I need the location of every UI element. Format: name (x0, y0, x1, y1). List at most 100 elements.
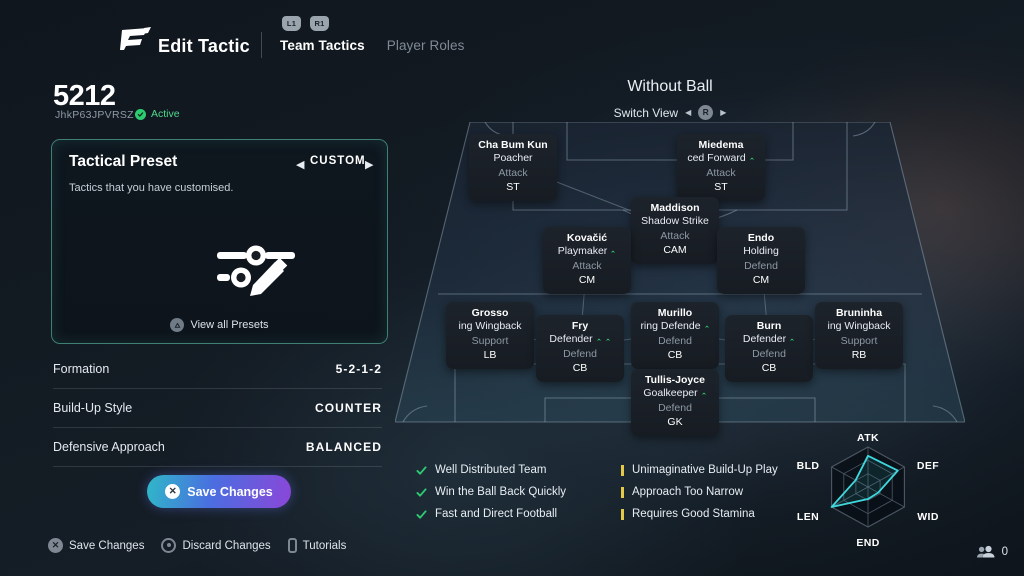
strength-row: Fast and Direct Football (416, 503, 566, 525)
preset-title: Tactical Preset (69, 153, 178, 170)
strength-label: Fast and Direct Football (435, 508, 558, 520)
check-icon (416, 487, 427, 497)
footer-action-label: Discard Changes (182, 539, 271, 552)
setting-value: 5-2-1-2 (335, 362, 382, 376)
chevron-left-icon[interactable]: ◀ (685, 108, 692, 117)
strengths-list: Well Distributed Team Win the Ball Back Q… (416, 459, 566, 525)
player-position: ST (714, 180, 728, 193)
setting-row-formation[interactable]: Formation 5-2-1-2 (53, 350, 382, 389)
tab-team-tactics[interactable]: Team Tactics (280, 38, 365, 53)
radar-axis-label-atk: ATK (856, 432, 879, 444)
player-role-line: Poacher (471, 152, 555, 166)
setting-row-defensive-approach[interactable]: Defensive Approach BALANCED (53, 428, 382, 467)
tactical-preset-card: Tactical Preset ◀ CUSTOM ▶ Tactics that … (51, 139, 388, 344)
player-card[interactable]: Kovačić Playmaker Attack CM (543, 227, 631, 294)
pitch-formation-view: Cha Bum Kun Poacher Attack ST Miedema ced For… (395, 122, 965, 436)
bumper-r1: R1 (310, 16, 329, 31)
preset-description: Tactics that you have customised. (69, 182, 234, 194)
player-card[interactable]: Miedema ced Forward Attack ST (677, 134, 765, 201)
status-badge: Active (135, 108, 180, 120)
player-card[interactable]: Grosso ing Wingback Support LB (446, 302, 534, 369)
player-role: ring Defende (640, 320, 701, 333)
players-icon (976, 545, 995, 558)
player-card[interactable]: Tullis-Joyce Goalkeeper Defend GK (631, 369, 719, 436)
player-card[interactable]: Fry Defender Defend CB (536, 315, 624, 382)
player-role-line: Defender (538, 333, 622, 347)
chevron-right-icon[interactable]: ▶ (720, 108, 727, 117)
tactics-radar-chart: ATK DEF WID END LEN BLD (788, 428, 948, 549)
role-chevron-icon (789, 338, 795, 341)
player-role: Playmaker (557, 245, 608, 258)
player-card[interactable]: Bruninha ing Wingback Support RB (815, 302, 903, 369)
player-role-line: Shadow Strike (633, 215, 717, 229)
radar-axis-label-bld: BLD (796, 460, 820, 472)
player-card[interactable]: Endo Holding Defend CM (717, 227, 805, 294)
tactic-code: JhkP63JPVRSZ (55, 109, 134, 121)
setting-row-build-up-style[interactable]: Build-Up Style COUNTER (53, 389, 382, 428)
save-changes-label: Save Changes (187, 484, 273, 499)
pitch-title: Without Ball (627, 78, 713, 95)
player-focus: Defend (658, 334, 692, 347)
weakness-label: Requires Good Stamina (632, 508, 755, 520)
player-position: CAM (663, 243, 687, 256)
player-role-line: ing Wingback (817, 320, 901, 334)
player-card[interactable]: Burn Defender Defend CB (725, 315, 813, 382)
player-card[interactable]: Cha Bum Kun Poacher Attack ST (469, 134, 557, 201)
switch-view-control[interactable]: Switch View ◀ R ▶ (410, 105, 930, 120)
weakness-row: Requires Good Stamina (617, 503, 778, 525)
weakness-label: Unimaginative Build-Up Play (632, 464, 778, 476)
role-chevron-icon (701, 392, 706, 395)
role-chevron-icon (605, 338, 610, 341)
player-card[interactable]: Maddison Shadow Strike Attack CAM (631, 197, 719, 264)
bumper-l1: L1 (282, 16, 301, 31)
radar-axis-line (831, 466, 869, 488)
player-role-line: ced Forward (679, 152, 763, 166)
status-label: Active (151, 108, 180, 120)
player-position: CB (667, 348, 683, 361)
weaknesses-list: Unimaginative Build-Up Play Approach Too … (617, 459, 778, 525)
strength-label: Well Distributed Team (435, 464, 547, 476)
cross-button-icon: ✕ (165, 484, 181, 499)
strength-row: Well Distributed Team (416, 459, 566, 481)
setting-value: BALANCED (305, 440, 382, 454)
tab-player-roles[interactable]: Player Roles (386, 38, 465, 53)
footer-action-bar: ✕ Save Changes Discard Changes Tutorials (48, 538, 346, 553)
footer-action-label: Tutorials (302, 539, 347, 552)
player-name: Bruninha (835, 307, 883, 319)
radar-axis-label-def: DEF (916, 460, 940, 472)
save-changes-button[interactable]: ✕ Save Changes (147, 475, 291, 508)
view-all-presets-button[interactable]: View all Presets (52, 318, 387, 332)
player-role-line: Holding (719, 245, 803, 259)
warning-icon (621, 486, 624, 498)
weakness-row: Unimaginative Build-Up Play (617, 459, 778, 481)
circle-button-icon (161, 538, 177, 553)
player-position: CB (572, 361, 588, 374)
role-chevron-icon (596, 338, 601, 341)
preset-prev-arrow[interactable]: ◀ (296, 159, 305, 171)
player-role-line: Goalkeeper (633, 387, 717, 401)
player-name: Grosso (471, 307, 509, 319)
cross-button-icon: ✕ (48, 538, 63, 553)
player-role: Goalkeeper (643, 387, 698, 400)
footer-tutorials[interactable]: Tutorials (287, 538, 347, 553)
footer-save-changes[interactable]: ✕ Save Changes (48, 538, 144, 553)
page-title: Edit Tactic (158, 36, 250, 56)
bumper-hints: L1 R1 (282, 16, 329, 31)
player-role: ced Forward (687, 152, 746, 165)
role-chevron-icon (704, 325, 709, 328)
player-card[interactable]: Murillo ring Defende Defend CB (631, 302, 719, 369)
player-focus: Attack (706, 166, 736, 179)
player-role: Holding (743, 245, 779, 258)
player-position: ST (506, 180, 520, 193)
header-tabs: Team Tactics Player Roles (280, 38, 464, 53)
player-role: Poacher (493, 152, 533, 165)
triangle-button-icon (170, 318, 185, 332)
player-name: Tullis-Joyce (645, 374, 705, 386)
player-focus: Attack (572, 259, 602, 272)
player-role: Shadow Strike (641, 215, 709, 228)
player-role: Defender (549, 333, 593, 346)
footer-discard-changes[interactable]: Discard Changes (161, 538, 271, 553)
preset-next-arrow[interactable]: ▶ (365, 159, 374, 171)
view-all-presets-label: View all Presets (190, 319, 269, 331)
strength-row: Win the Ball Back Quickly (416, 481, 566, 503)
